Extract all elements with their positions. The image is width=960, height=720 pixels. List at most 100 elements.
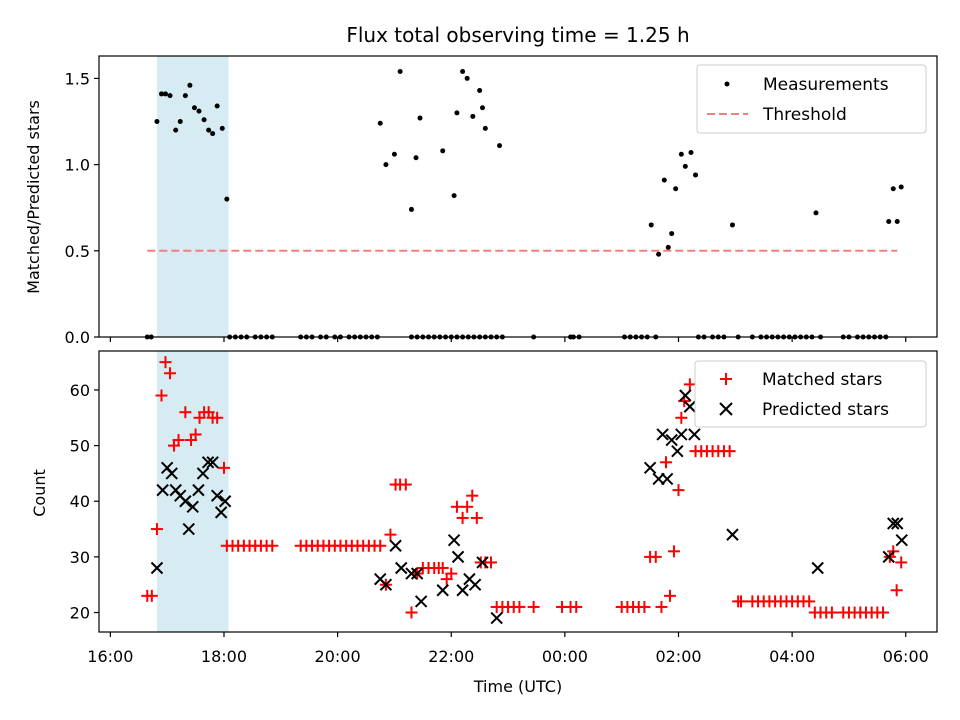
top-y-axis-label: Matched/Predicted stars bbox=[24, 100, 43, 294]
matched-star-point bbox=[179, 406, 192, 419]
matched-star-point bbox=[155, 389, 168, 402]
matched-star-point bbox=[638, 600, 651, 613]
measurement-point bbox=[688, 150, 694, 156]
predicted-star-point bbox=[192, 483, 205, 497]
legend-matched-marker bbox=[720, 373, 732, 385]
predicted-star-point bbox=[395, 561, 408, 575]
matched-star-point bbox=[672, 484, 685, 497]
measurement-point bbox=[167, 93, 173, 99]
matched-star-point bbox=[825, 606, 838, 619]
top-panel: 0.0 0.5 1.0 1.5 Flux total observing time =… bbox=[24, 23, 938, 347]
predicted-star-point bbox=[456, 584, 469, 597]
predicted-star-point bbox=[683, 400, 697, 413]
matched-star-point bbox=[803, 595, 816, 608]
measurement-point bbox=[408, 206, 414, 212]
legend-threshold-label: Threshold bbox=[762, 105, 847, 125]
measurement-point bbox=[482, 125, 488, 131]
x-tick-label: 04:00 bbox=[769, 647, 815, 666]
legend-predicted-label: Predicted stars bbox=[762, 400, 889, 420]
measurement-point bbox=[191, 105, 197, 111]
matched-star-point bbox=[659, 456, 672, 469]
matched-star-point bbox=[164, 367, 177, 380]
predicted-star-point bbox=[895, 533, 908, 547]
measurement-point bbox=[196, 108, 202, 114]
predicted-star-point bbox=[186, 500, 199, 514]
measurement-point bbox=[154, 119, 160, 125]
matched-star-point bbox=[445, 567, 458, 580]
measurement-point bbox=[214, 103, 220, 109]
matched-star-point bbox=[189, 428, 202, 441]
matched-star-point bbox=[405, 606, 418, 619]
bottom-legend: Matched stars Predicted stars bbox=[694, 360, 927, 428]
top-chart-title: Flux total observing time = 1.25 h bbox=[346, 23, 689, 47]
measurement-point bbox=[413, 155, 419, 161]
measurement-point bbox=[669, 231, 675, 237]
measurement-point bbox=[813, 210, 819, 216]
measurement-point bbox=[648, 222, 654, 228]
measurement-point bbox=[383, 162, 389, 168]
predicted-star-point bbox=[882, 550, 895, 564]
bottom-plot-frame bbox=[98, 350, 938, 633]
measurement-point bbox=[162, 91, 168, 97]
measurement-point bbox=[678, 151, 684, 157]
predicted-star-point bbox=[887, 517, 900, 530]
predicted-star-point bbox=[179, 495, 192, 508]
legend-measurements-label: Measurements bbox=[763, 75, 889, 95]
measurement-point bbox=[440, 148, 446, 154]
predicted-star-point bbox=[688, 428, 701, 441]
matched-star-point bbox=[266, 539, 279, 552]
matched-star-point bbox=[485, 556, 498, 569]
measurement-point bbox=[206, 127, 212, 133]
measurement-point bbox=[479, 105, 485, 111]
matched-star-point bbox=[150, 523, 163, 536]
y-tick-label: 60 bbox=[70, 381, 90, 400]
x-tick-label: 22:00 bbox=[428, 647, 474, 666]
predicted-star-point bbox=[671, 444, 684, 458]
matched-star-point bbox=[655, 600, 668, 613]
predicted-star-point bbox=[196, 467, 210, 480]
matched-star-point bbox=[399, 478, 412, 491]
matched-star-point bbox=[734, 595, 747, 608]
predicted-star-point bbox=[156, 483, 169, 497]
matched-star-point bbox=[470, 511, 483, 524]
matched-stars-points bbox=[141, 356, 908, 619]
predicted-star-point bbox=[201, 456, 215, 469]
measurement-point bbox=[177, 119, 183, 125]
matched-star-point bbox=[890, 584, 903, 597]
measurement-point bbox=[451, 193, 457, 199]
matched-star-point bbox=[723, 445, 736, 458]
matched-star-point bbox=[877, 606, 890, 619]
measurement-point bbox=[661, 177, 667, 183]
top-legend: Measurements Threshold bbox=[696, 64, 927, 134]
matched-star-point bbox=[527, 600, 540, 613]
legend-matched-label: Matched stars bbox=[762, 370, 882, 390]
predicted-star-point bbox=[490, 611, 503, 625]
bottom-panel: 20 30 40 50 60 16:00 18:00 20:00 22:00 00:00 02:0… bbox=[30, 350, 938, 696]
y-tick-label: 1.5 bbox=[65, 69, 90, 88]
predicted-star-point bbox=[451, 550, 465, 564]
matched-star-point bbox=[466, 489, 479, 502]
measurement-point bbox=[182, 93, 188, 99]
predicted-star-point bbox=[665, 433, 678, 447]
bottom-legend-box bbox=[694, 360, 927, 428]
bottom-x-ticks: 16:00 18:00 20:00 22:00 00:00 02:00 04:00 06:00 bbox=[87, 632, 929, 666]
y-tick-label: 0.0 bbox=[65, 328, 90, 347]
y-tick-label: 40 bbox=[70, 492, 90, 511]
x-tick-label: 20:00 bbox=[315, 647, 361, 666]
x-tick-label: 06:00 bbox=[883, 647, 929, 666]
measurement-point bbox=[497, 143, 503, 149]
measurement-point bbox=[470, 113, 476, 119]
predicted-star-point bbox=[468, 578, 482, 591]
x-tick-label: 18:00 bbox=[201, 647, 247, 666]
predicted-star-point bbox=[811, 561, 824, 575]
predicted-star-point bbox=[210, 489, 224, 502]
measurement-point bbox=[391, 151, 397, 157]
matched-star-point bbox=[217, 461, 230, 474]
predicted-star-point bbox=[643, 461, 657, 475]
matched-star-point bbox=[895, 556, 908, 569]
predicted-stars-points bbox=[150, 389, 908, 625]
predicted-star-point bbox=[447, 533, 461, 547]
measurement-point bbox=[886, 218, 892, 224]
matched-star-point bbox=[384, 528, 397, 541]
